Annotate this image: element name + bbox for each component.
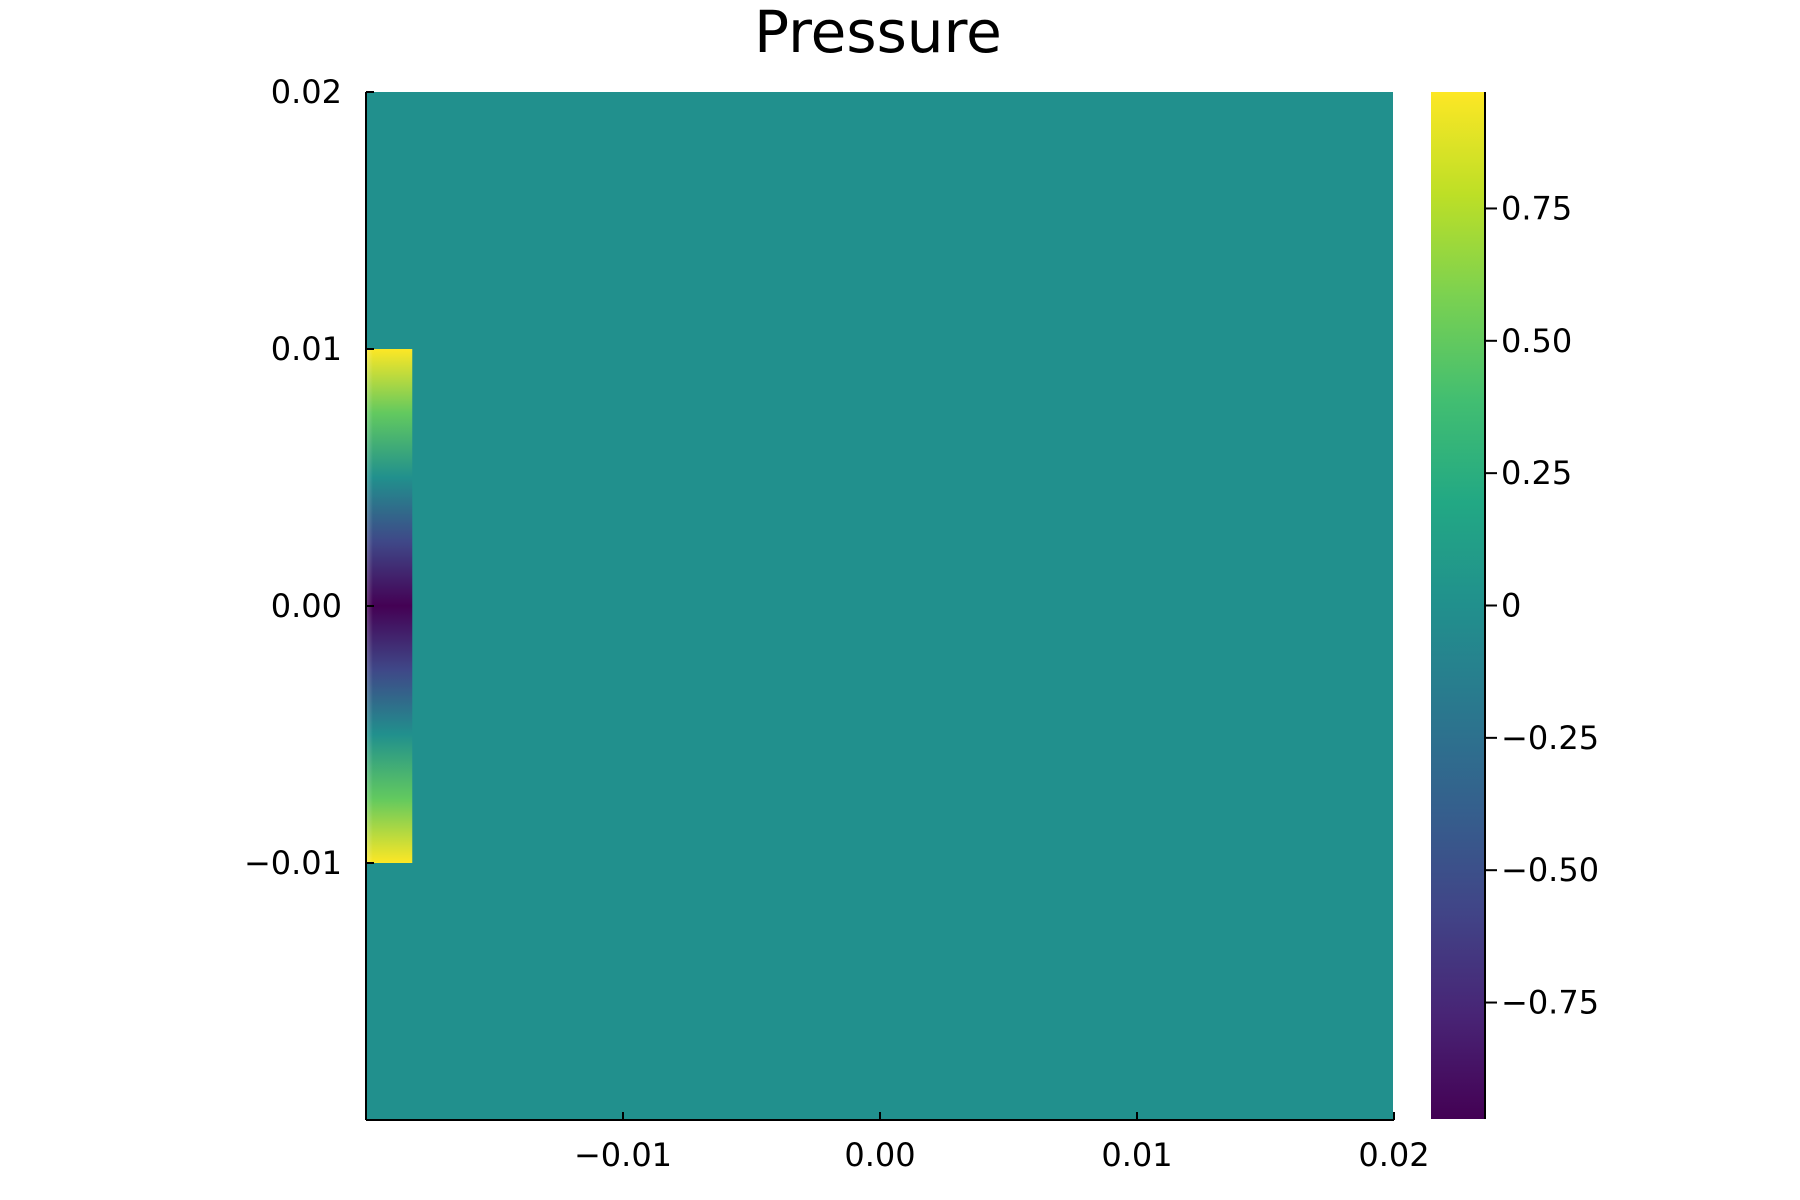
colorbar-tick-label: −0.75: [1501, 984, 1599, 1022]
plot-area: [366, 92, 1393, 1119]
colorbar-ticks: 0.75 0.50 0.25 0 −0.25 −0.50 −0.75: [1485, 189, 1599, 1022]
y-ticks: −0.01 0.00 0.01 0.02: [244, 73, 374, 882]
colorbar-tick-label: 0.75: [1501, 189, 1572, 227]
colorbar: 0.75 0.50 0.25 0 −0.25 −0.50 −0.75: [1431, 92, 1599, 1119]
x-tick-label: 0.02: [1358, 1136, 1429, 1174]
heatmap-background: [366, 92, 1393, 1119]
colorbar-tick-label: 0.50: [1501, 322, 1572, 360]
chart-title: Pressure: [754, 0, 1002, 66]
colorbar-tick-label: −0.50: [1501, 851, 1599, 889]
y-tick-label: 0.00: [271, 587, 342, 625]
colorbar-tick-label: 0: [1501, 587, 1521, 625]
x-tick-label: 0.00: [844, 1136, 915, 1174]
y-tick-label: 0.01: [271, 330, 342, 368]
colorbar-tick-label: −0.25: [1501, 719, 1599, 757]
colorbar-tick-label: 0.25: [1501, 454, 1572, 492]
colorbar-gradient: [1431, 92, 1484, 1119]
x-tick-label: −0.01: [574, 1136, 672, 1174]
y-tick-label: 0.02: [271, 73, 342, 111]
y-tick-label: −0.01: [244, 844, 342, 882]
x-tick-label: 0.01: [1101, 1136, 1172, 1174]
x-ticks: −0.01 0.00 0.01 0.02: [574, 1112, 1430, 1174]
